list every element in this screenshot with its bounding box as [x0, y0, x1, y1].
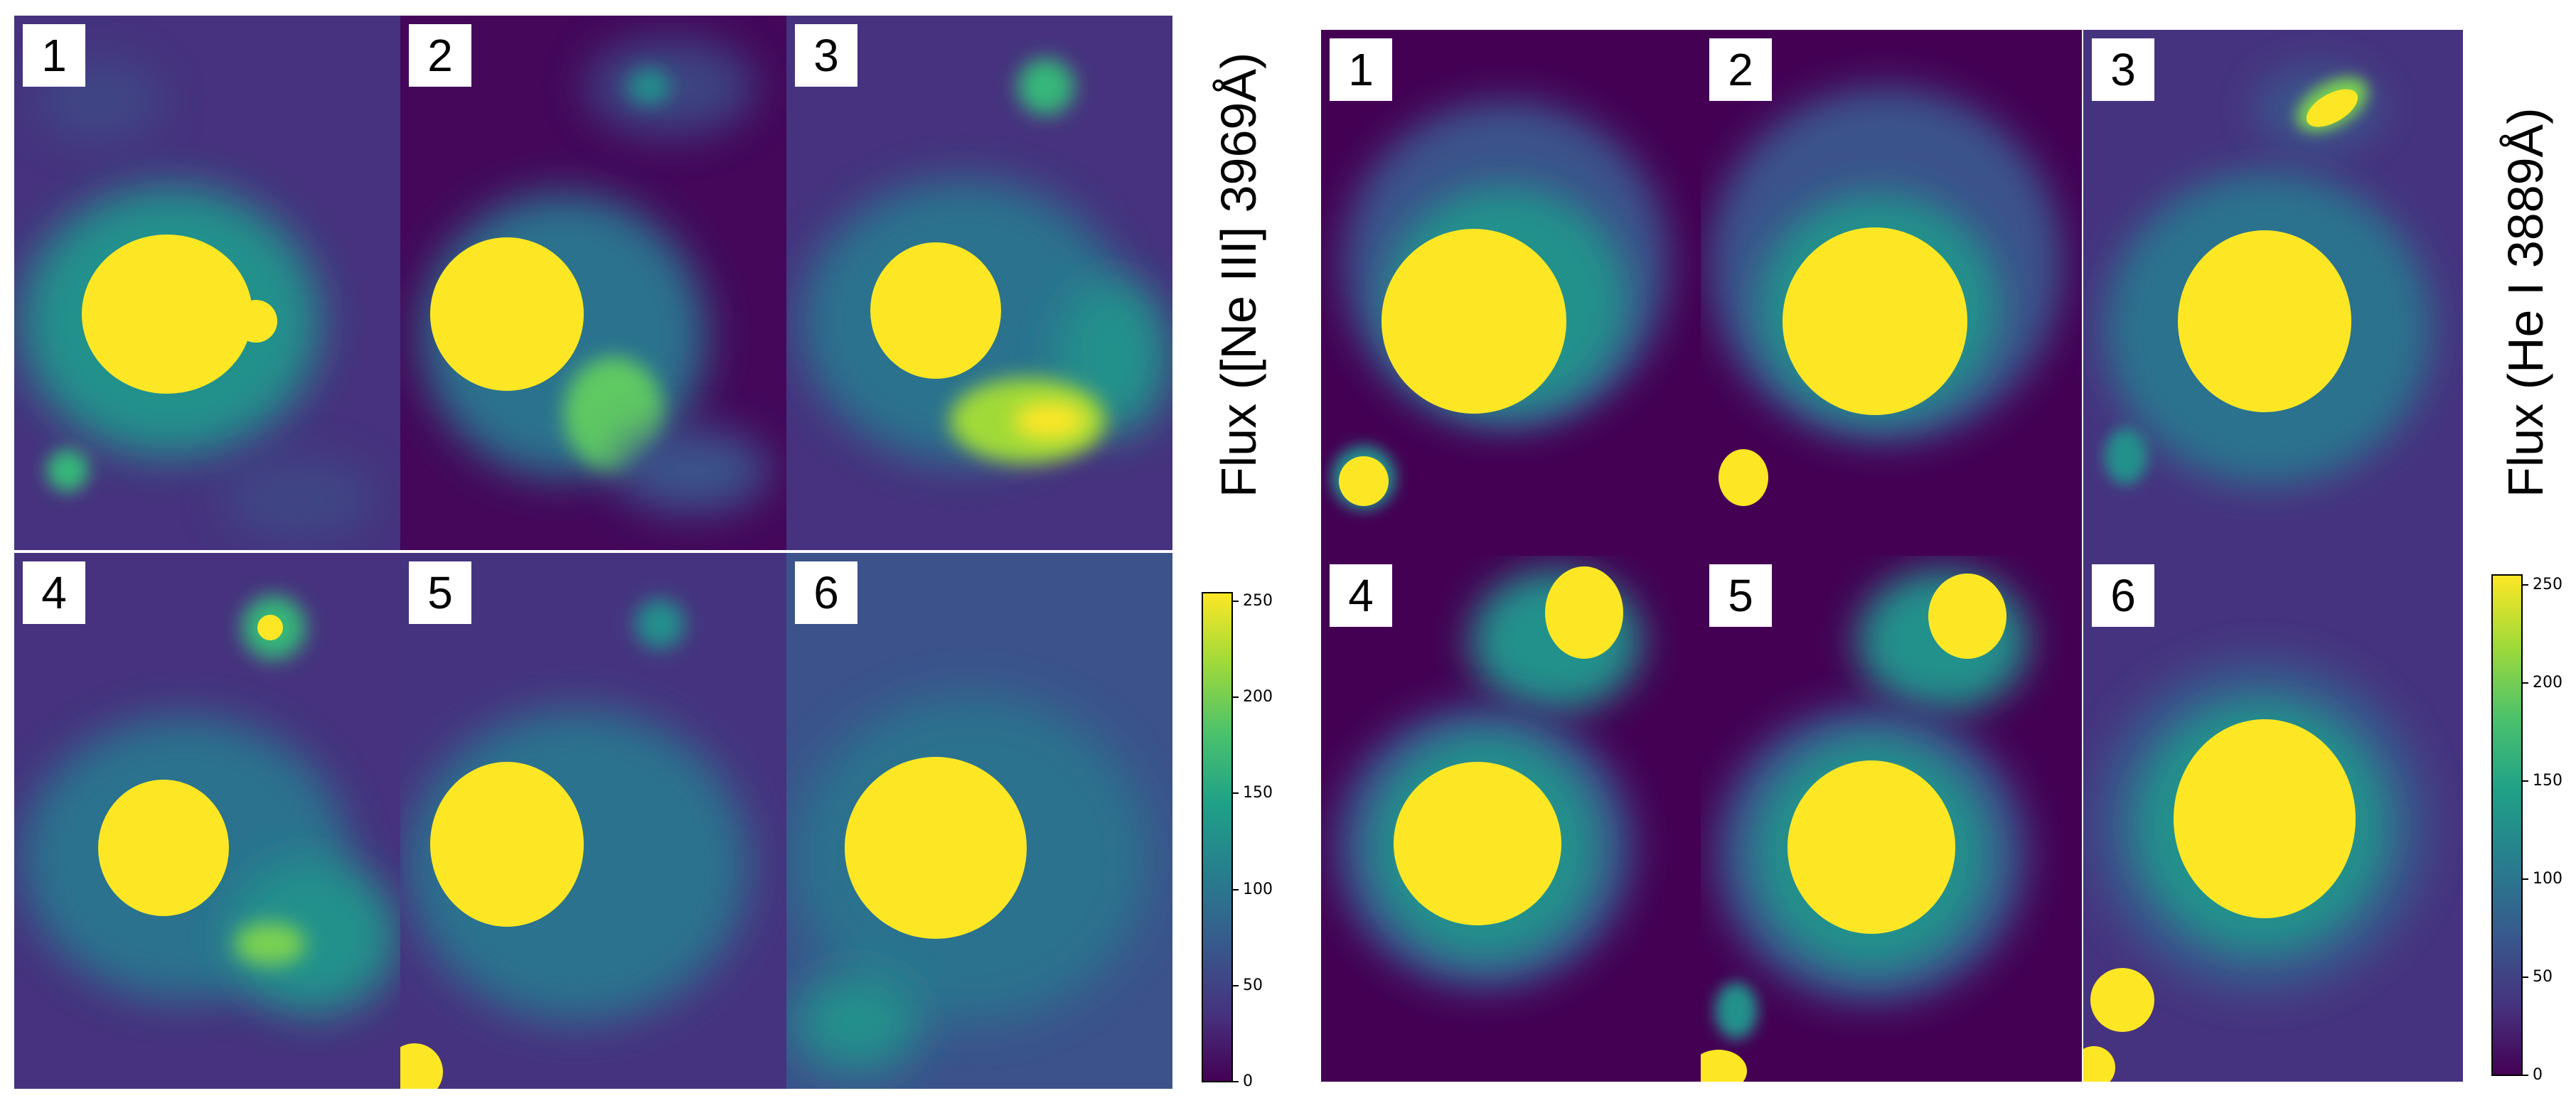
- colorbar-tick: 0: [2533, 1066, 2543, 1084]
- panel-number: 2: [409, 24, 471, 87]
- flux-map: [14, 16, 400, 550]
- colorbar-tick: 50: [2533, 968, 2553, 986]
- panel-number: 2: [1709, 38, 1772, 101]
- panel-number: 6: [795, 561, 857, 624]
- neiii-panel-1: 1: [14, 16, 400, 550]
- panel-number: 1: [23, 24, 85, 87]
- flux-axis-label: Flux ([Ne III] 3969Å): [1211, 52, 1266, 497]
- flux-map: [14, 553, 400, 1089]
- flux-axis-label: Flux (He I 3889Å): [2498, 107, 2553, 497]
- hei-panel-1: 1: [1321, 30, 1701, 556]
- colorbar-tick: 150: [2533, 772, 2562, 790]
- flux-map: [1321, 30, 1701, 556]
- flux-map: [2083, 556, 2463, 1082]
- colorbar-gradient: [1202, 592, 1233, 1082]
- hei-panel-4: 4: [1321, 556, 1701, 1082]
- flux-map: [786, 553, 1172, 1089]
- colorbar-tick: 50: [1243, 976, 1263, 994]
- neiii-panel-5: 5: [400, 553, 786, 1089]
- panel-number: 1: [1330, 38, 1392, 101]
- hei-panel-5: 5: [1701, 556, 2082, 1082]
- flux-map: [786, 16, 1172, 550]
- flux-map: [1701, 556, 2082, 1082]
- hei-panel-6: 6: [2083, 556, 2463, 1082]
- neiii-panel-6: 6: [786, 553, 1172, 1089]
- colorbar-tick: 0: [1243, 1072, 1253, 1090]
- flux-map: [400, 16, 786, 550]
- neiii-panel-3: 3: [786, 16, 1172, 550]
- neiii-panel-2: 2: [400, 16, 786, 550]
- panel-number: 4: [1330, 564, 1392, 627]
- panel-number: 4: [23, 561, 85, 624]
- colorbar-tick: 100: [2533, 870, 2562, 888]
- colorbar-gradient: [2491, 574, 2523, 1076]
- colorbar-tick: 250: [2533, 576, 2562, 593]
- panel-number: 6: [2092, 564, 2154, 627]
- panel-number: 3: [2092, 38, 2154, 101]
- flux-map: [2083, 30, 2463, 556]
- panel-number: 5: [409, 561, 471, 624]
- panel-number: 3: [795, 24, 857, 87]
- flux-map: [1701, 30, 2082, 556]
- hei-panel-2: 2: [1701, 30, 2082, 556]
- colorbar-tick: 250: [1243, 592, 1273, 610]
- colorbar-tick: 100: [1243, 881, 1273, 898]
- colorbar-tick: 150: [1243, 784, 1273, 802]
- neiii-panel-4: 4: [14, 553, 400, 1089]
- colorbar: 0 50 100 150 200 250: [2491, 574, 2562, 1084]
- colorbar: 0 50 100 150 200 250: [1202, 592, 1273, 1090]
- hei-panel-3: 3: [2083, 30, 2463, 556]
- flux-map: [1321, 556, 1701, 1082]
- colorbar-tick: 200: [1243, 688, 1273, 706]
- flux-map: [400, 553, 786, 1089]
- colorbar-tick: 200: [2533, 674, 2562, 692]
- panel-number: 5: [1709, 564, 1772, 627]
